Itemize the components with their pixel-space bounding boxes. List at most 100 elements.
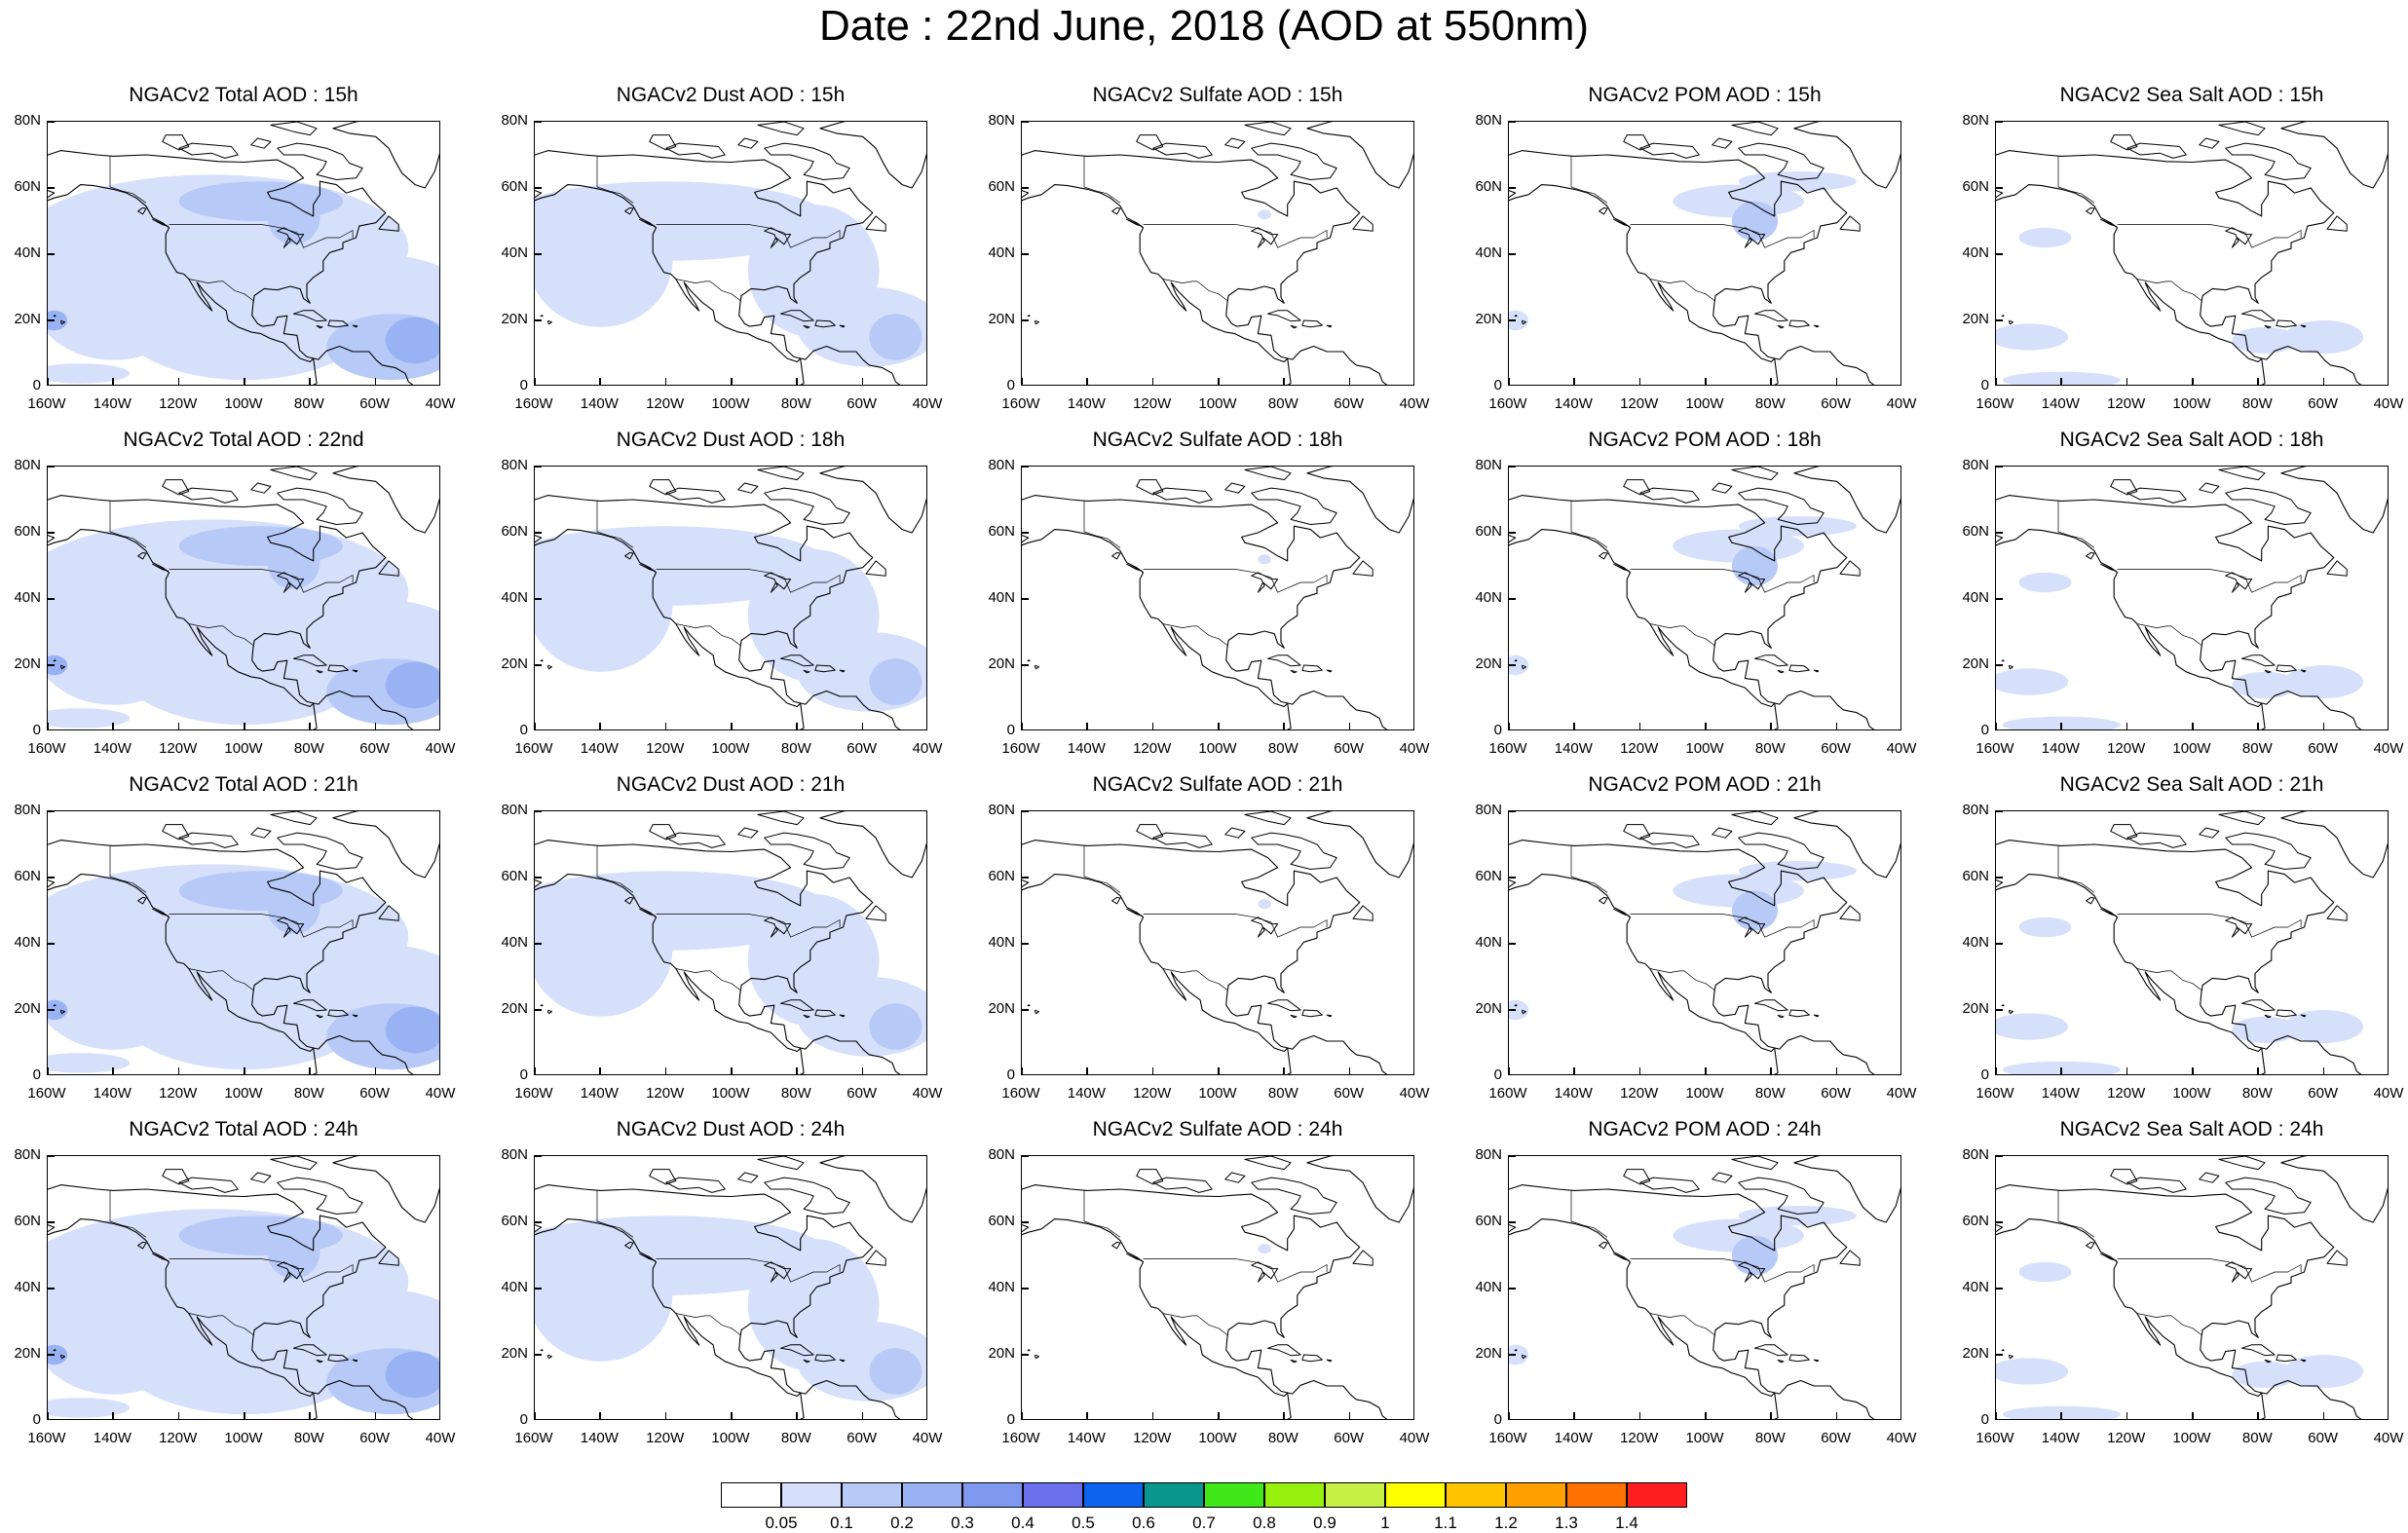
coastline bbox=[53, 1349, 56, 1352]
x-tick-mark bbox=[1835, 1067, 1838, 1074]
aod-region bbox=[1738, 1206, 1857, 1226]
y-tick-mark bbox=[535, 466, 542, 467]
coastline bbox=[48, 495, 414, 729]
x-tick-mark bbox=[2060, 1067, 2062, 1074]
x-tick-mark bbox=[1022, 1412, 1023, 1419]
y-tick-label: 40N bbox=[1962, 589, 1989, 606]
legend-swatch bbox=[1566, 1482, 1627, 1508]
x-tick-mark bbox=[1348, 1067, 1351, 1074]
x-tick-label: 140W bbox=[93, 740, 132, 757]
aod-region bbox=[48, 1344, 68, 1365]
coastline bbox=[1301, 319, 1323, 328]
coastline bbox=[152, 908, 169, 916]
x-tick-label: 100W bbox=[224, 1430, 263, 1446]
country-border bbox=[675, 623, 741, 647]
coastline bbox=[814, 319, 836, 328]
x-tick-mark bbox=[112, 1412, 114, 1419]
coastline bbox=[757, 811, 805, 826]
coastline bbox=[2100, 218, 2118, 227]
legend-swatch bbox=[781, 1482, 842, 1508]
x-tick-label: 160W bbox=[27, 1085, 66, 1102]
coastline bbox=[270, 122, 318, 136]
x-tick-mark bbox=[1348, 378, 1351, 385]
coastline bbox=[53, 315, 56, 318]
aod-region bbox=[1509, 999, 1529, 1021]
y-tick-label: 0 bbox=[519, 1411, 528, 1428]
x-tick-mark bbox=[731, 378, 733, 385]
country-border bbox=[109, 156, 147, 204]
x-tick-mark bbox=[1705, 1067, 1707, 1074]
coastline bbox=[1126, 563, 1144, 572]
y-tick-label: 60N bbox=[501, 523, 528, 540]
x-tick-label: 80W bbox=[780, 1430, 811, 1446]
x-tick-mark bbox=[1283, 378, 1285, 385]
coastline bbox=[819, 122, 926, 189]
coastline bbox=[53, 659, 56, 662]
coastline bbox=[1731, 467, 1779, 481]
legend-swatch bbox=[1264, 1482, 1325, 1508]
panel-title: NGACv2 Total AOD : 24h bbox=[129, 1118, 358, 1140]
x-tick-mark bbox=[1086, 378, 1088, 385]
panel-title: NGACv2 Sea Salt AOD : 15h bbox=[2059, 84, 2324, 106]
coastline bbox=[737, 1172, 759, 1183]
country-border bbox=[1083, 845, 1121, 893]
country-border bbox=[1162, 623, 1228, 647]
coastline bbox=[1996, 150, 2362, 385]
y-tick-mark bbox=[535, 1221, 542, 1223]
y-tick-mark bbox=[1509, 811, 1516, 812]
coastline bbox=[780, 1344, 814, 1357]
x-tick-label: 40W bbox=[1399, 1430, 1430, 1446]
legend-label: 0.6 bbox=[1132, 1514, 1155, 1532]
coastline bbox=[2110, 824, 2138, 841]
coastline bbox=[819, 467, 926, 534]
y-tick-mark bbox=[1996, 466, 2003, 467]
coastline bbox=[1251, 832, 1337, 870]
x-tick-label: 120W bbox=[159, 395, 198, 412]
x-tick-label: 80W bbox=[293, 395, 324, 412]
coastline bbox=[1996, 495, 2362, 729]
coastline bbox=[48, 874, 318, 1074]
coastline bbox=[1152, 142, 1213, 159]
y-tick-mark bbox=[1509, 598, 1516, 600]
y-tick-mark bbox=[1509, 532, 1516, 534]
y-tick-label: 80N bbox=[501, 112, 528, 129]
coastline bbox=[378, 215, 399, 232]
y-tick-label: 20N bbox=[14, 1345, 41, 1362]
y-tick-label: 40N bbox=[1962, 1279, 1989, 1295]
x-tick-label: 60W bbox=[1821, 740, 1852, 757]
coastline bbox=[639, 218, 657, 227]
coastline bbox=[1326, 1014, 1333, 1018]
x-tick-label: 140W bbox=[1067, 1085, 1106, 1102]
x-tick-label: 140W bbox=[580, 740, 619, 757]
aod-map bbox=[48, 122, 439, 385]
x-tick-label: 140W bbox=[93, 395, 132, 412]
coastline bbox=[2225, 487, 2312, 525]
aod-region bbox=[2018, 227, 2072, 248]
y-tick-mark bbox=[535, 319, 542, 321]
aod-region bbox=[2018, 1261, 2072, 1283]
x-tick-mark bbox=[177, 1067, 180, 1074]
map-frame bbox=[1508, 121, 1901, 386]
coastline bbox=[1027, 315, 1031, 318]
coastline bbox=[535, 874, 805, 1074]
coastline bbox=[814, 1354, 836, 1363]
coastline bbox=[1777, 324, 1785, 329]
coastline bbox=[2126, 832, 2187, 848]
coastline bbox=[535, 1184, 901, 1419]
aod-region bbox=[267, 880, 320, 934]
coastline bbox=[1027, 1349, 1031, 1352]
aod-region bbox=[2232, 1361, 2298, 1388]
y-tick-label: 20N bbox=[988, 655, 1015, 672]
x-tick-mark bbox=[796, 1067, 798, 1074]
coastline bbox=[540, 315, 544, 318]
x-tick-label: 40W bbox=[2373, 1085, 2404, 1102]
aod-map bbox=[1022, 467, 1413, 729]
coastline bbox=[1509, 184, 1779, 385]
x-tick-mark bbox=[599, 1412, 601, 1419]
x-tick-mark bbox=[1086, 723, 1088, 729]
x-tick-label: 40W bbox=[2373, 395, 2404, 412]
country-border bbox=[2057, 501, 2095, 548]
y-tick-label: 80N bbox=[14, 802, 41, 818]
y-tick-label: 60N bbox=[1962, 868, 1989, 884]
x-tick-mark bbox=[374, 1067, 377, 1074]
